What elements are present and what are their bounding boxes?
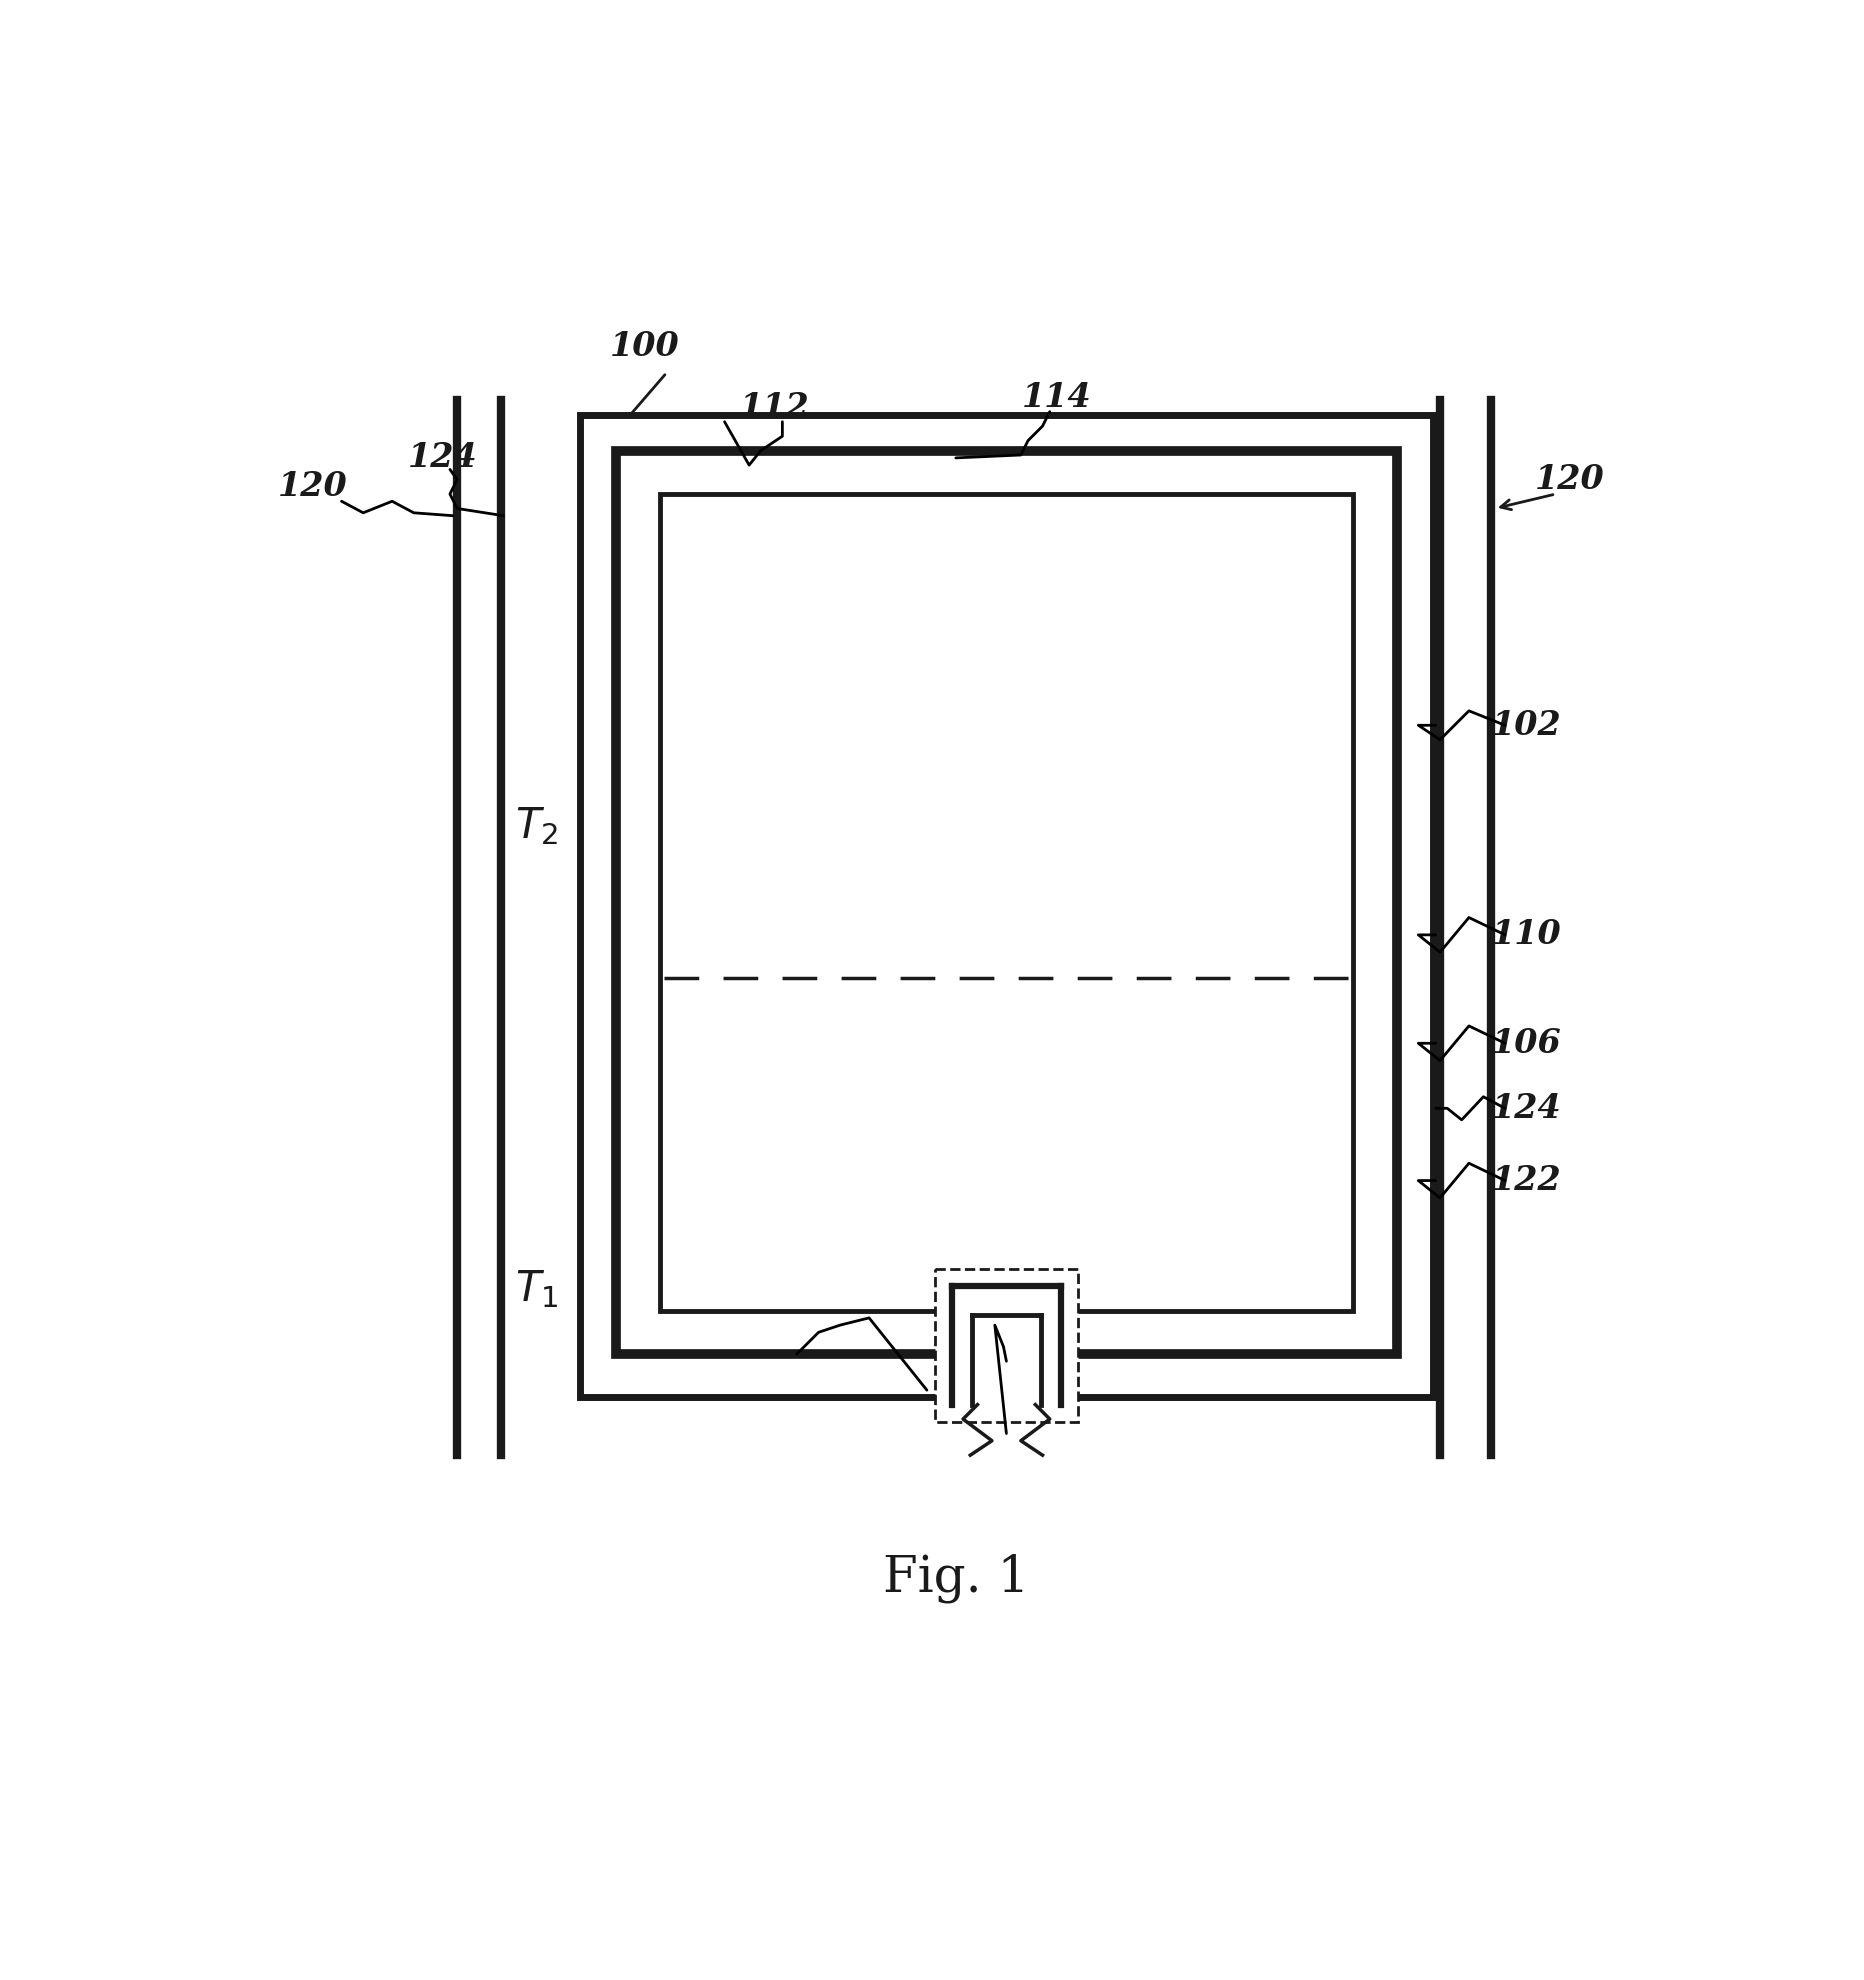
Bar bbox=[580, 414, 1432, 1398]
Text: 114: 114 bbox=[1021, 380, 1090, 414]
Text: 110: 110 bbox=[1491, 919, 1560, 950]
Text: 104: 104 bbox=[747, 1352, 816, 1384]
Text: $T_1$: $T_1$ bbox=[514, 1267, 557, 1311]
Text: 120: 120 bbox=[1534, 463, 1605, 497]
Text: 124: 124 bbox=[408, 442, 477, 475]
Bar bbox=[975, 1319, 1036, 1400]
Text: 108: 108 bbox=[964, 1358, 1033, 1392]
Text: $T_2$: $T_2$ bbox=[514, 806, 557, 847]
Text: 100: 100 bbox=[610, 331, 680, 362]
Bar bbox=[934, 1269, 1077, 1422]
Text: 120: 120 bbox=[278, 471, 347, 503]
Text: Fig. 1: Fig. 1 bbox=[882, 1552, 1029, 1602]
Bar bbox=[660, 495, 1353, 1311]
Text: 102: 102 bbox=[1491, 709, 1560, 742]
Text: 106: 106 bbox=[1491, 1028, 1560, 1059]
Bar bbox=[615, 451, 1396, 1354]
Text: 124: 124 bbox=[1491, 1091, 1560, 1125]
Text: 112: 112 bbox=[740, 390, 809, 424]
Text: 122: 122 bbox=[1491, 1164, 1560, 1198]
Bar bbox=[956, 1291, 1055, 1400]
